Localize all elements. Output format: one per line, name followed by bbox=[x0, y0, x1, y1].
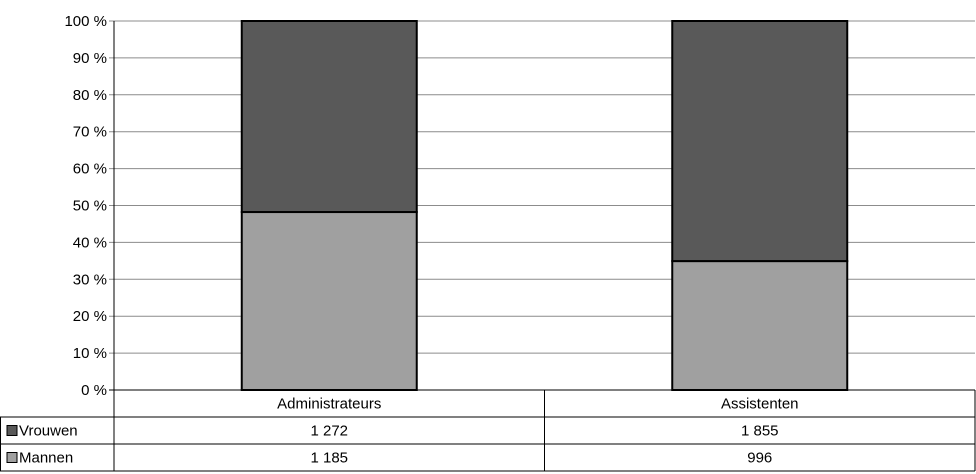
legend-swatch bbox=[6, 452, 18, 463]
y-tick-label: 90 % bbox=[73, 50, 107, 67]
x-category-label: Assistenten bbox=[721, 396, 799, 413]
y-tick-label: 40 % bbox=[73, 234, 107, 251]
y-tick-label: 100 % bbox=[64, 13, 107, 30]
legend-swatch bbox=[6, 425, 18, 436]
bar-segment bbox=[240, 211, 418, 391]
data-table: Administrateurs Assistenten Vrouwen 1 272 1 … bbox=[0, 389, 976, 472]
bar-segment bbox=[671, 20, 849, 263]
y-tick-label: 0 % bbox=[81, 382, 107, 399]
x-category-label: Administrateurs bbox=[277, 396, 381, 413]
y-tick-label: 50 % bbox=[73, 198, 107, 215]
y-tick-label: 10 % bbox=[73, 345, 107, 362]
bar-segment bbox=[671, 260, 849, 391]
y-tick-labels: 0 % 10 % 20 % 30 % 40 % 50 % 60 % 70 % 80 % 90 % 1… bbox=[64, 13, 107, 399]
y-tick-label: 20 % bbox=[73, 308, 107, 325]
data-table-value: 1 855 bbox=[741, 423, 779, 440]
y-tick-label: 60 % bbox=[73, 161, 107, 178]
y-tick-label: 70 % bbox=[73, 124, 107, 141]
legend-series-label: Mannen bbox=[19, 450, 73, 467]
data-table-value: 1 272 bbox=[310, 423, 348, 440]
bars bbox=[240, 20, 849, 391]
legend-series-label: Vrouwen bbox=[19, 423, 78, 440]
data-table-value: 996 bbox=[747, 450, 772, 467]
y-tick-label: 80 % bbox=[73, 87, 107, 104]
y-tick-label: 30 % bbox=[73, 271, 107, 288]
bar-segment bbox=[240, 20, 418, 214]
data-table-value: 1 185 bbox=[310, 450, 348, 467]
